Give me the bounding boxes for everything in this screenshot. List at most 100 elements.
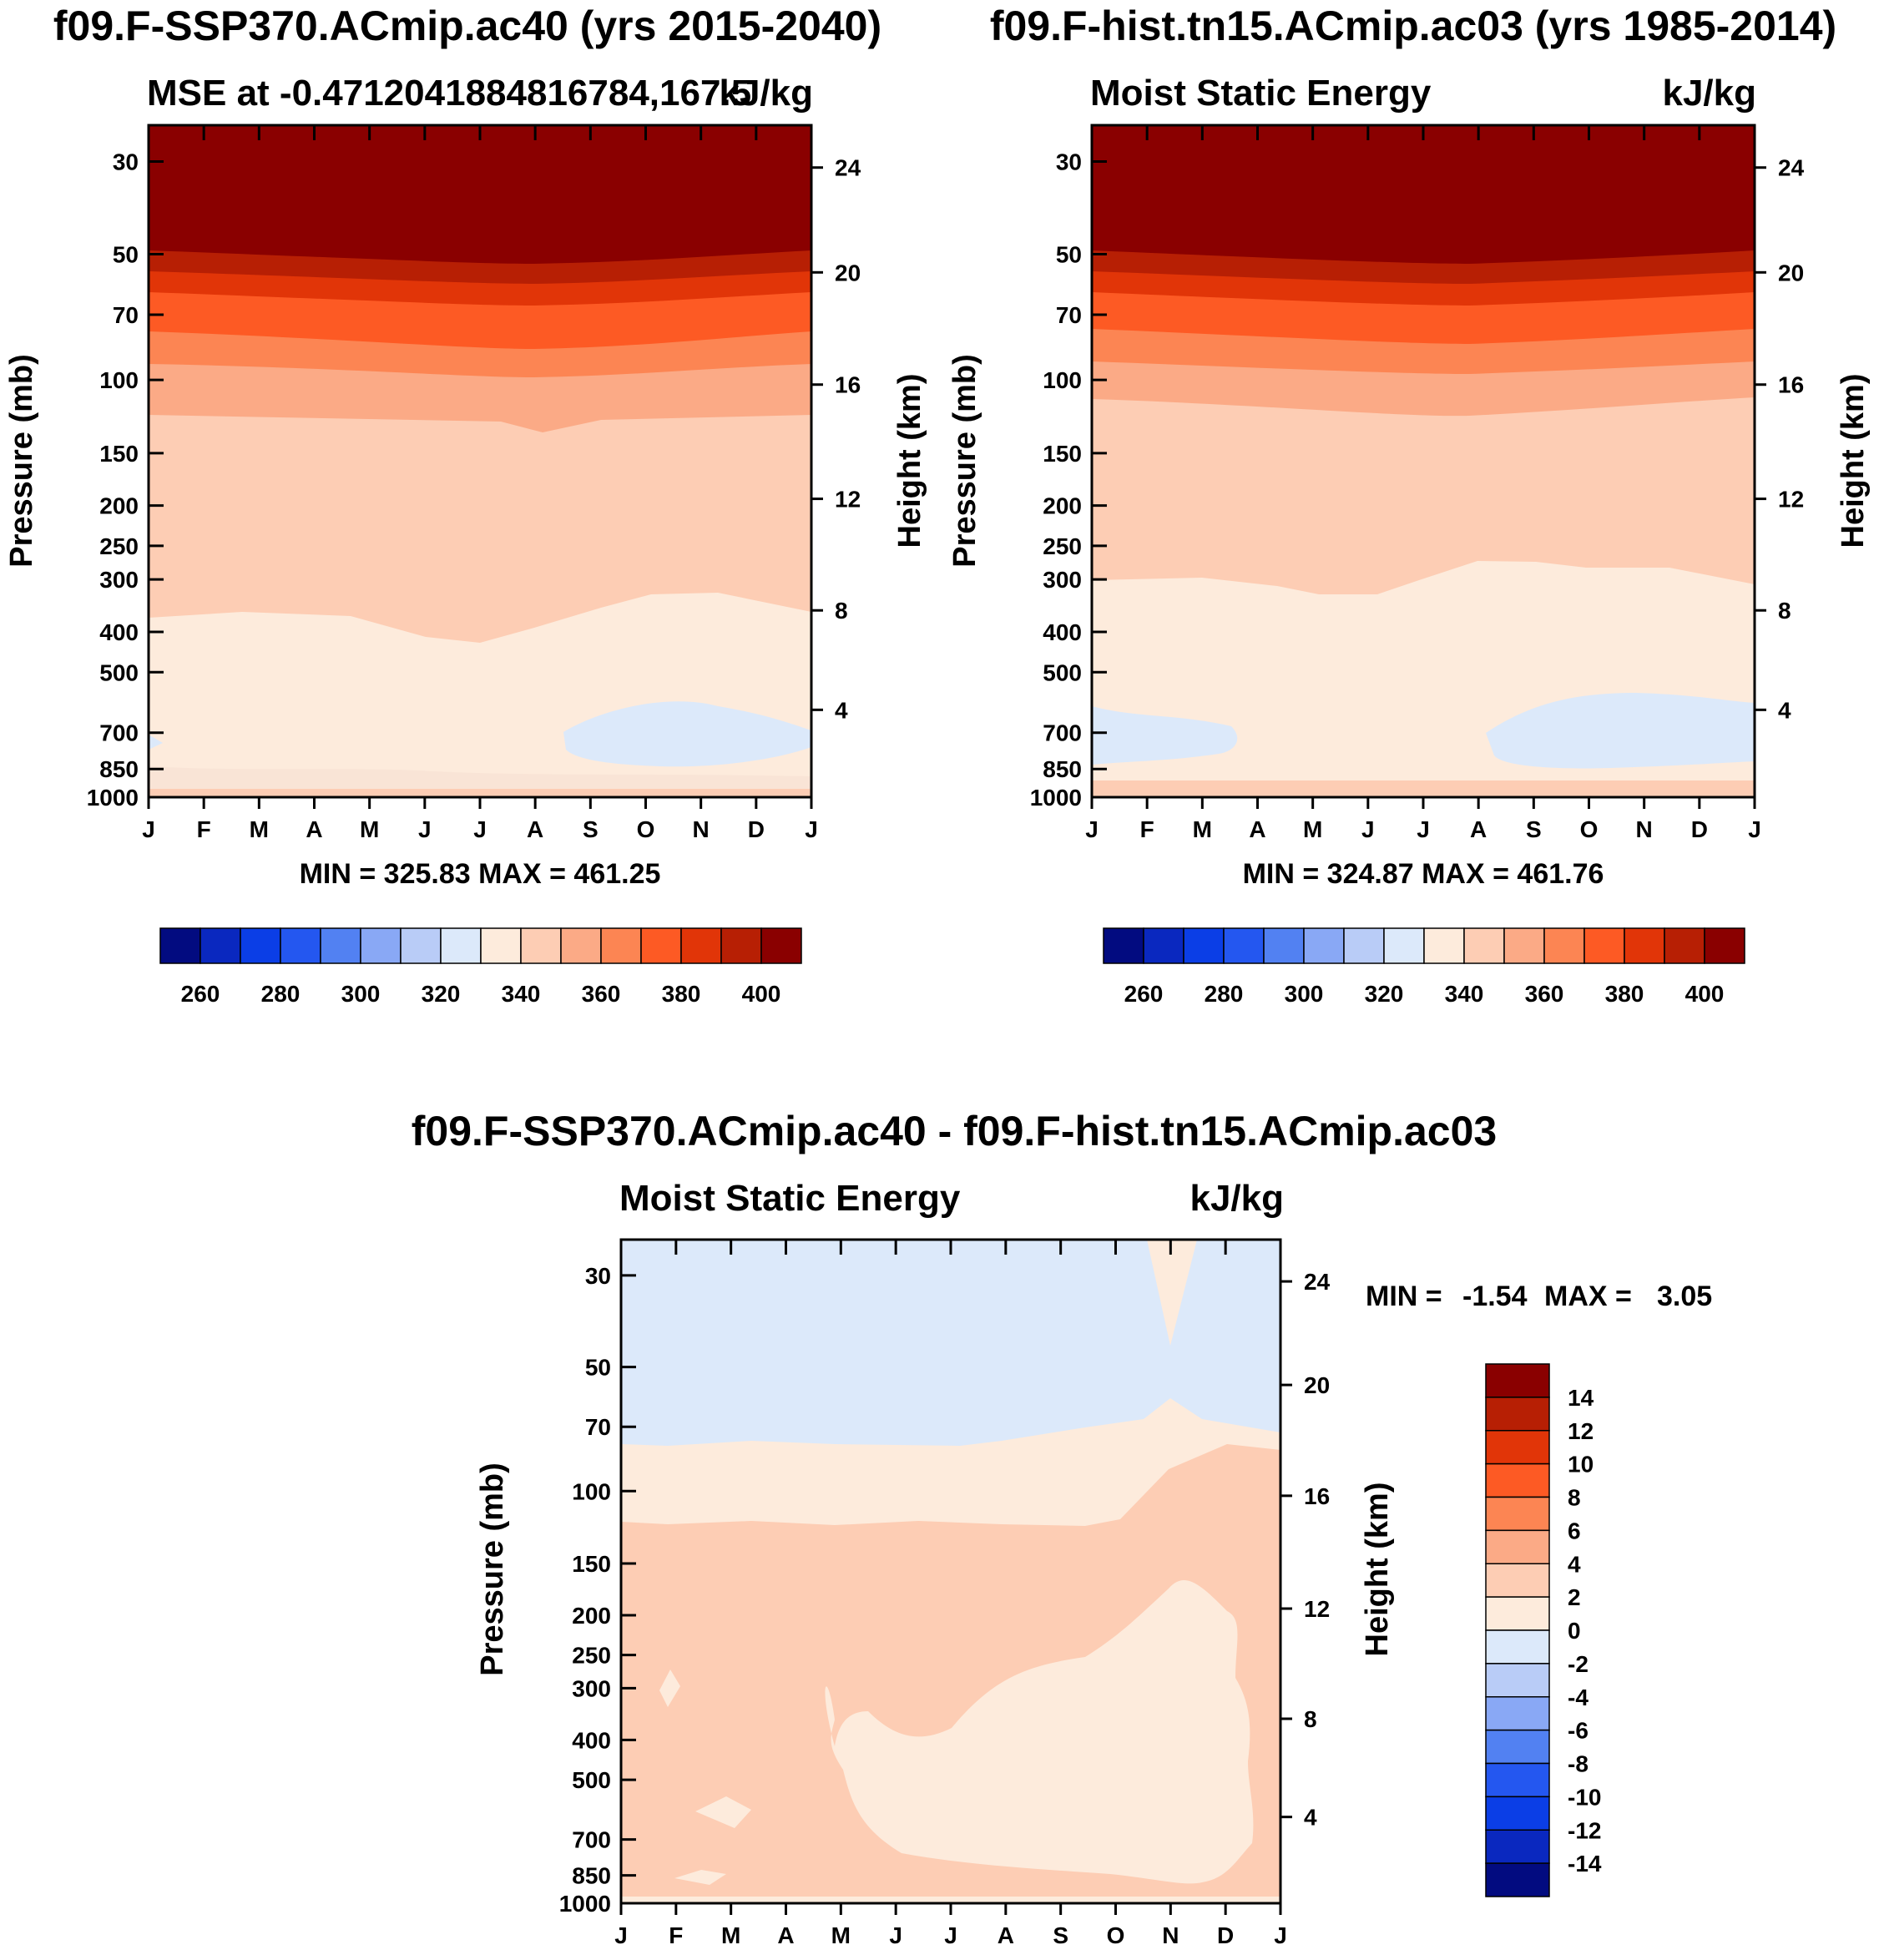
pressure-tick-label: 100 [99, 367, 139, 393]
colorbar-swatch [600, 927, 642, 964]
colorbar-label: 8 [1568, 1485, 1581, 1511]
colorbar-swatch [240, 927, 281, 964]
colorbar-label: 380 [1605, 981, 1644, 1007]
colorbar-swatch [1263, 927, 1305, 964]
panel-3-positive-wedge [1147, 1240, 1197, 1346]
panel-3-max-value: 3.05 [1657, 1281, 1712, 1312]
month-tick-label: D [748, 816, 765, 842]
height-tick-label: 8 [1304, 1706, 1317, 1732]
pressure-tick-label: 400 [99, 619, 139, 645]
colorbar-swatch [1485, 1629, 1550, 1664]
colorbar-label: -10 [1568, 1784, 1601, 1810]
colorbar-swatch [159, 927, 201, 964]
colorbar-label: 360 [582, 981, 621, 1007]
panel-3-ylabel-left: Pressure (mb) [475, 1462, 510, 1676]
panel-2-plot-area [1090, 124, 1756, 799]
colorbar-swatch [1463, 927, 1505, 964]
colorbar-label: 300 [1285, 981, 1324, 1007]
colorbar-label: -6 [1568, 1718, 1589, 1744]
colorbar-swatch [200, 927, 241, 964]
pressure-tick-label: 700 [99, 720, 139, 746]
panel-ssp370: f09.F-SSP370.ACmip.ac40 (yrs 2015-2040) … [4, 3, 927, 1007]
month-tick-label: N [693, 816, 710, 842]
colorbar-swatch [1485, 1862, 1550, 1897]
pressure-tick-label: 70 [113, 302, 139, 328]
colorbar-label: 0 [1568, 1618, 1581, 1644]
pressure-tick-label: 300 [572, 1675, 611, 1701]
colorbar-swatch [360, 927, 402, 964]
panel-3-patch-b [695, 1796, 751, 1828]
month-tick-label: J [418, 816, 432, 842]
colorbar-swatch [1485, 1462, 1550, 1498]
month-tick-label: M [831, 1922, 851, 1948]
month-tick-label: S [1526, 816, 1542, 842]
colorbar-swatch [1485, 1430, 1550, 1465]
height-tick-label: 12 [835, 487, 861, 513]
colorbar-swatch [1485, 1663, 1550, 1698]
pressure-tick-label: 700 [572, 1827, 611, 1853]
colorbar-swatch [1485, 1829, 1550, 1864]
month-tick-label: J [614, 1922, 628, 1948]
month-tick-label: A [1470, 816, 1487, 842]
panel-2-ylabel-right: Height (km) [1836, 374, 1871, 548]
month-tick-label: M [1193, 816, 1212, 842]
colorbar-swatch [1485, 1796, 1550, 1831]
colorbar-swatch [760, 927, 802, 964]
panel-1-plot-area [147, 124, 813, 799]
month-tick-label: A [306, 816, 322, 842]
colorbar-label: 260 [1124, 981, 1164, 1007]
panel-3-patch-a [659, 1670, 680, 1707]
panel-1-ylabel-left: Pressure (mb) [4, 354, 39, 568]
panel-2-colorbar: 260 280 300 320 340 360 380 400 [1103, 927, 1745, 1007]
panel-3-max-label: MAX = [1544, 1281, 1632, 1312]
month-tick-label: D [1691, 816, 1708, 842]
panel-1-colorbar: 260 280 300 320 340 360 380 400 [159, 927, 802, 1007]
colorbar-swatch [1485, 1563, 1550, 1598]
colorbar-swatch [1423, 927, 1465, 964]
pressure-tick-label: 500 [1043, 659, 1082, 685]
panel-3-min-value: -1.54 [1462, 1281, 1528, 1312]
panel-1-ticks: 30 50 70 100 150 200 250 300 400 500 700 850 1000 24 2… [87, 125, 861, 842]
colorbar-swatch [1583, 927, 1625, 964]
pressure-tick-label: 150 [99, 441, 139, 467]
colorbar-label: 320 [422, 981, 461, 1007]
height-tick-label: 24 [1304, 1269, 1331, 1295]
colorbar-swatch [1343, 927, 1385, 964]
panel-3-positive-midlayer [825, 1580, 1254, 1884]
height-tick-label: 8 [1778, 598, 1791, 624]
month-tick-label: M [360, 816, 379, 842]
month-tick-label: D [1217, 1922, 1234, 1948]
colorbar-label: 340 [502, 981, 541, 1007]
month-tick-label: J [805, 816, 818, 842]
colorbar-label: -2 [1568, 1651, 1589, 1677]
colorbar-label: 360 [1525, 981, 1564, 1007]
pressure-tick-label: 150 [1043, 441, 1082, 467]
colorbar-label: 340 [1445, 981, 1484, 1007]
colorbar-swatch [440, 927, 482, 964]
panel-3-patch-c [674, 1870, 726, 1885]
pressure-tick-label: 300 [1043, 567, 1082, 593]
panel-2-band-top [1092, 125, 1755, 264]
panel-1-stats: MIN = 325.83 MAX = 461.25 [300, 858, 661, 890]
colorbar-label: 6 [1568, 1518, 1581, 1543]
month-tick-label: M [721, 1922, 740, 1948]
month-tick-label: A [1249, 816, 1265, 842]
colorbar-swatch [480, 927, 522, 964]
colorbar-label: -8 [1568, 1751, 1589, 1777]
height-tick-label: 16 [1778, 372, 1804, 398]
pressure-tick-label: 1000 [1030, 785, 1082, 811]
colorbar-label: 4 [1568, 1551, 1581, 1577]
panel-3-ylabel-right: Height (km) [1360, 1483, 1395, 1657]
colorbar-swatch [1543, 927, 1585, 964]
colorbar-swatch [1485, 1363, 1550, 1398]
panel-1-negative-edge [149, 735, 163, 750]
panel-2-ylabel-left: Pressure (mb) [947, 354, 982, 568]
panel-2-negative-east [1486, 693, 1755, 769]
pressure-tick-label: 400 [1043, 619, 1082, 645]
height-tick-label: 16 [1304, 1483, 1330, 1509]
panel-1-ylabel-right: Height (km) [892, 374, 927, 548]
month-tick-label: J [944, 1922, 957, 1948]
colorbar-swatch [1485, 1596, 1550, 1631]
